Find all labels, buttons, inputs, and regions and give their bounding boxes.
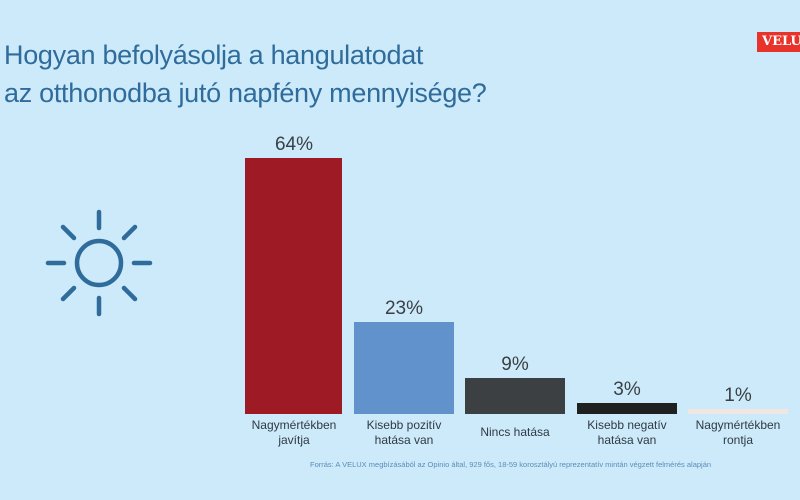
category-label: Nincs hatása (480, 425, 550, 439)
title-line-1: Hogyan befolyásolja a hangulatodat (4, 40, 424, 70)
bar-nagymertekben-rontja (688, 409, 788, 414)
bar-value-label: 9% (501, 354, 529, 375)
bar-value-label: 1% (724, 385, 752, 406)
category-label: Nagymértékben javítja (251, 418, 337, 447)
sun-icon (45, 209, 153, 317)
chart-title: Hogyan befolyásolja a hangulatodat az ot… (4, 36, 487, 112)
source-note: Forrás: A VELUX megbízásából az Opinio á… (310, 460, 712, 469)
velux-logo: VELUX (757, 32, 800, 52)
bar-kisebb-negativ (577, 403, 677, 414)
bar-value-label: 64% (274, 134, 314, 155)
category-label: Kisebb pozitív hatása van (366, 418, 442, 447)
bar-value-label: 3% (613, 379, 641, 400)
category-label: Nagymértékben rontja (695, 418, 781, 447)
category-label: Kisebb negatív hatása van (587, 418, 667, 447)
bar-value-label: 23% (384, 298, 424, 319)
bar-kisebb-pozitiv (354, 322, 454, 414)
bar-nagymertekben-javitja (245, 158, 342, 414)
title-line-2: az otthonodba jutó napfény mennyisége? (4, 78, 487, 108)
bar-nincs-hatasa (465, 378, 565, 414)
